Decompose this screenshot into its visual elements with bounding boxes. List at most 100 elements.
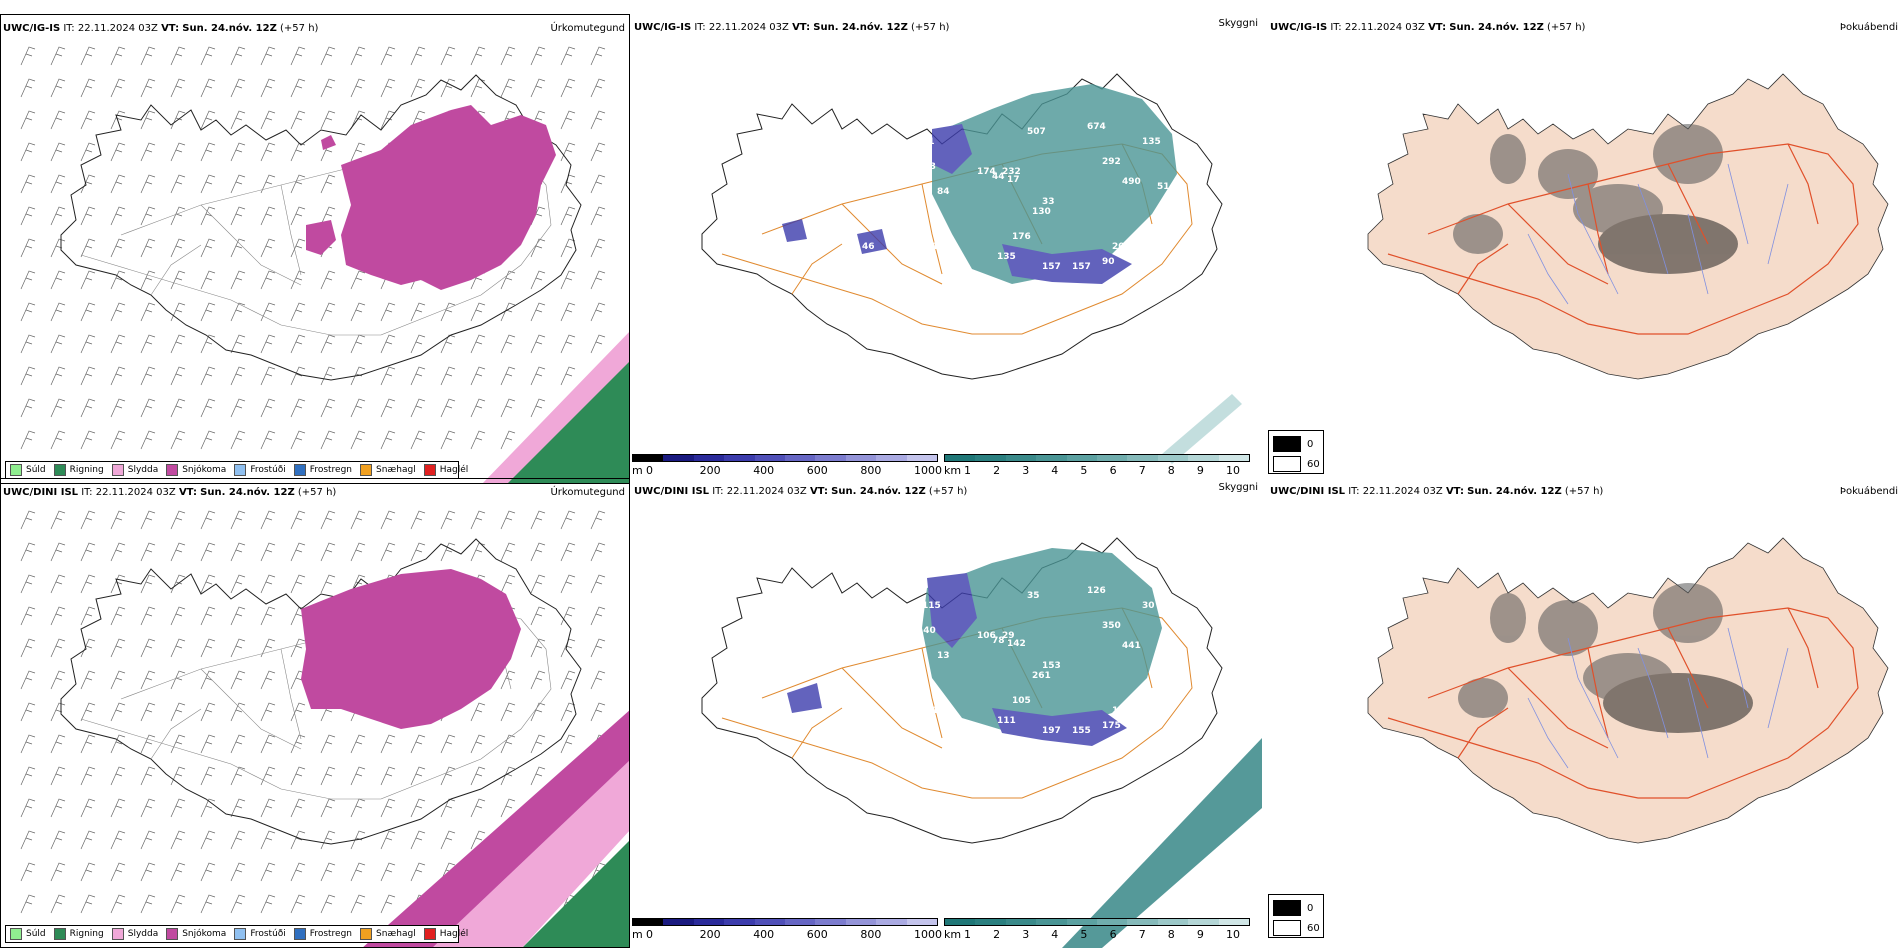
wind-barb [290, 894, 306, 914]
wind-barb [170, 78, 186, 98]
wind-barb [590, 606, 606, 626]
wind-barbs [20, 510, 606, 914]
precip-legend-item: Frostregn [293, 464, 352, 476]
road-lines [1387, 607, 1859, 799]
colorbar-segment [1036, 455, 1067, 461]
wind-barb [20, 830, 36, 850]
wind-barb [470, 510, 486, 530]
wind-barb [110, 894, 126, 914]
wind-barb [350, 78, 366, 98]
wind-barb [20, 894, 36, 914]
wind-barb [20, 510, 36, 530]
wind-barb [260, 766, 276, 786]
wind-barb [560, 270, 576, 290]
wind-barb [20, 206, 36, 226]
wind-barb [50, 638, 66, 658]
wind-barb [140, 270, 156, 290]
wind-barb [230, 334, 246, 354]
wind-barb [410, 430, 426, 450]
wind-barb [140, 430, 156, 450]
wind-barb [80, 238, 96, 258]
wind-barb [470, 398, 486, 418]
wind-barb [560, 46, 576, 66]
wind-barb [50, 78, 66, 98]
visibility-label: 13 [937, 651, 950, 661]
wind-barb [260, 894, 276, 914]
wind-barb [440, 510, 456, 530]
wind-barb [530, 366, 546, 386]
wind-barb [470, 46, 486, 66]
wind-barb [470, 334, 486, 354]
wind-barb [320, 398, 336, 418]
colorbar-segment [1218, 919, 1250, 925]
wind-barb [50, 206, 66, 226]
river-lines [1527, 627, 1789, 769]
wind-barb [200, 862, 216, 882]
wind-barb [140, 238, 156, 258]
wind-barb [530, 270, 546, 290]
wind-barb [170, 398, 186, 418]
wind-barb [380, 766, 396, 786]
wind-barb [530, 766, 546, 786]
cloud-legend-swatch [1273, 456, 1301, 472]
wind-barb [350, 46, 366, 66]
wind-barb [320, 110, 336, 130]
wind-barb [80, 142, 96, 162]
colorbar-segment [724, 455, 755, 461]
panel-title: UWC/DINI ISL IT: 22.11.2024 03Z VT: Sun.… [634, 486, 968, 497]
wind-barb [110, 78, 126, 98]
wind-barb [560, 334, 576, 354]
wind-barb [110, 670, 126, 690]
wind-barb [260, 46, 276, 66]
wind-barb [590, 238, 606, 258]
wind-barb [140, 862, 156, 882]
wind-barb [140, 142, 156, 162]
wind-barb [170, 766, 186, 786]
wind-barb [110, 302, 126, 322]
cloud-legend-item: 0 [1273, 900, 1313, 916]
wind-barb [200, 574, 216, 594]
visibility-label: 20 [1112, 242, 1125, 252]
wind-barb [170, 670, 186, 690]
visibility-label: 135 [997, 252, 1016, 262]
wind-barb [230, 110, 246, 130]
wind-barb [320, 302, 336, 322]
wind-barb [290, 798, 306, 818]
wind-barb [590, 174, 606, 194]
wind-barb [170, 302, 186, 322]
wind-barb [290, 638, 306, 658]
wind-barb [530, 510, 546, 530]
wind-barb [320, 766, 336, 786]
colorbar-segment [945, 455, 976, 461]
colorbar-segment [754, 919, 786, 925]
wind-barb [80, 638, 96, 658]
precip-legend-item: Snjókoma [166, 464, 226, 476]
wind-barb [200, 110, 216, 130]
visibility-label: 176 [1012, 232, 1031, 242]
colorbar-tick: 400 [753, 464, 775, 477]
wind-barb [590, 334, 606, 354]
wind-barb [50, 542, 66, 562]
wind-barb [320, 430, 336, 450]
wind-barb [80, 430, 96, 450]
wind-barb [140, 574, 156, 594]
wind-barb [230, 510, 246, 530]
wind-barb [350, 110, 366, 130]
colorbar-tick: 200 [699, 928, 721, 941]
wind-barb [50, 670, 66, 690]
panel-title: UWC/DINI ISL IT: 22.11.2024 03Z VT: Sun.… [3, 487, 337, 498]
colorbar-segment [1218, 455, 1250, 461]
cloud-legend-item: 0 [1273, 436, 1313, 452]
panel-title: UWC/IG-IS IT: 22.11.2024 03Z VT: Sun. 24… [634, 22, 950, 33]
colorbar-segment [1005, 919, 1037, 925]
panel-title: UWC/IG-IS IT: 22.11.2024 03Z VT: Sun. 24… [3, 23, 319, 34]
cloud-panel-1: UWC/IG-IS IT: 22.11.2024 03Z VT: Sun. 24… [632, 14, 1262, 484]
river-lines [1527, 163, 1789, 305]
wind-barb [260, 510, 276, 530]
wind-barb [380, 366, 396, 386]
colorbar-tick: 3 [1022, 928, 1030, 941]
visibility-label: 490 [1122, 177, 1141, 187]
colorbar-tick: 400 [753, 928, 775, 941]
wind-barb [350, 766, 366, 786]
